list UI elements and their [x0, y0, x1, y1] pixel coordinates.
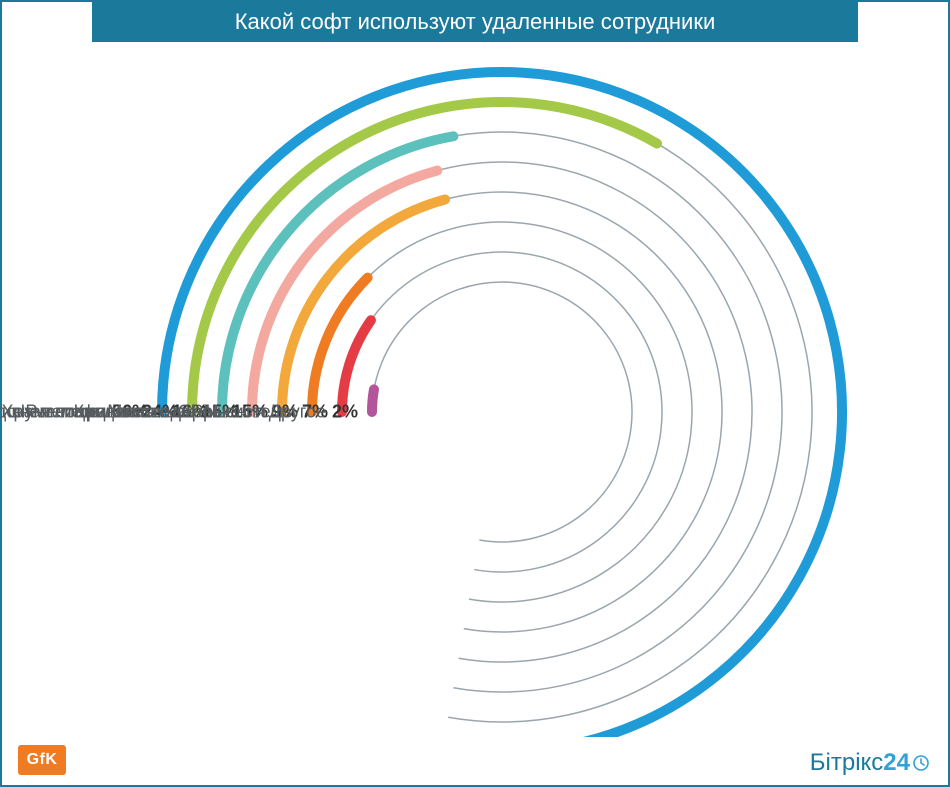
chart-frame: Какой софт используют удаленные сотрудни…: [0, 0, 950, 787]
chart-area: Система работы с почтой и документами56%…: [2, 42, 948, 737]
brand-part2: 24: [883, 749, 910, 777]
chart-label-pct: 2%: [332, 402, 358, 422]
footer: GfK Бітрікс 24: [2, 737, 948, 785]
title-bar: Какой софт используют удаленные сотрудни…: [92, 2, 858, 42]
chart-title: Какой софт используют удаленные сотрудни…: [235, 9, 716, 35]
chart-label-text: Другое: [269, 402, 326, 422]
chart-label-row: Другое 2%: [269, 402, 358, 423]
brand-part1: Бітрікс: [810, 749, 884, 777]
brand-logo: Бітрікс 24: [810, 749, 930, 777]
chart-labels: Система работы с почтой и документами56%…: [2, 42, 948, 737]
gfk-badge: GfK: [18, 745, 66, 775]
clock-icon: [912, 754, 930, 772]
gfk-text: GfK: [27, 751, 58, 769]
